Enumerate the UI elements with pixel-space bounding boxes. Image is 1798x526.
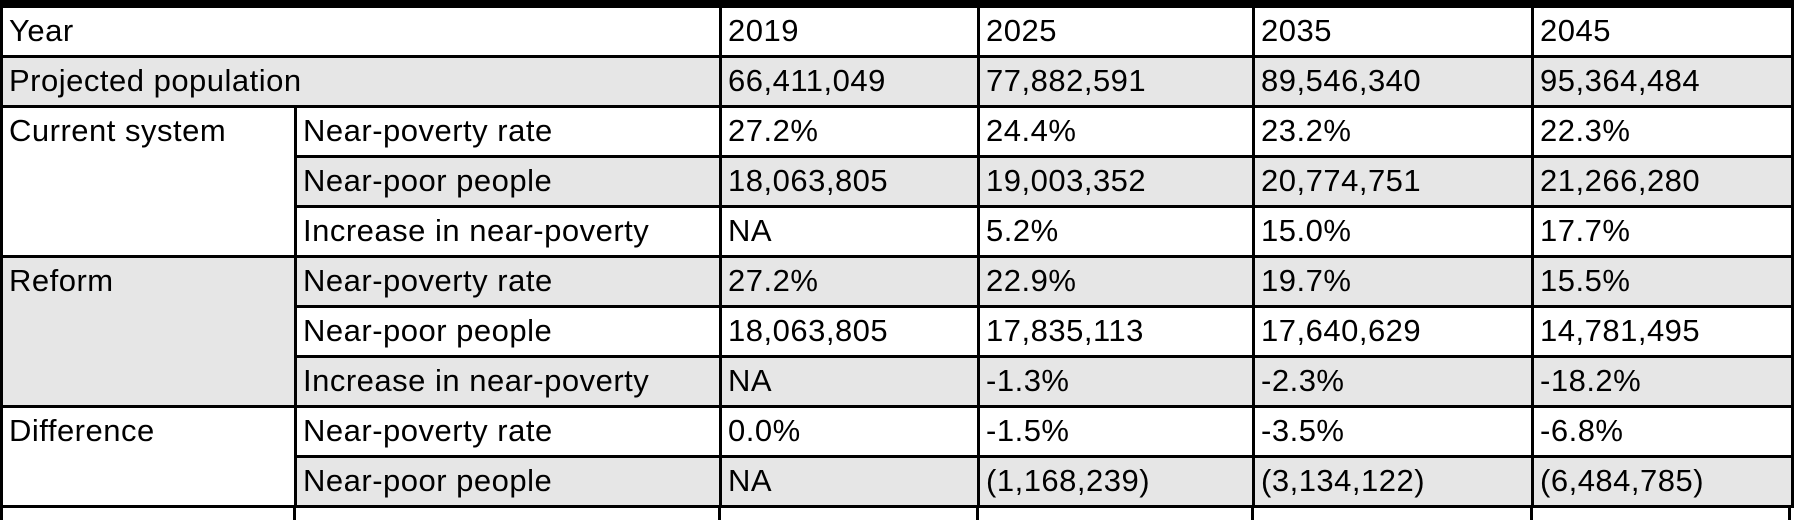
row-label-cell: Near-poverty rate [293,405,723,458]
section-label-current-system: Current system [0,105,297,258]
column-header-2019: 2019 [719,0,981,58]
section-label-difference: Difference [0,405,297,508]
table-row-reform-rate: Reform Near-poverty rate 27.2% 22.9% 19.… [0,255,1795,408]
table-row-difference-people: Near-poor people NA (1,168,239) (3,134,1… [2,455,1795,508]
row-label-cell: Increase in near-poverty [293,355,723,408]
value-cell: 89,546,340 [1252,55,1535,108]
row-label-cell: Near-poor people [293,155,723,208]
value-cell: 22.9% [977,255,1256,308]
value-cell: 0.0% [719,405,981,458]
row-label-cell: Near-poverty rate [293,255,723,308]
column-header-2025: 2025 [977,0,1256,58]
value-cell: (1,168,239) [977,455,1256,508]
value-cell: 95,364,484 [1531,55,1795,108]
value-cell: 21,266,280 [1531,155,1795,208]
table-row-current-rate: Current system Near-poverty rate 27.2% 2… [0,105,1795,258]
value-cell: -6.8% [1531,405,1795,458]
value-cell: (6,484,785) [1531,455,1795,508]
value-cell: -18.2% [1531,355,1795,408]
column-border-stub [1530,508,1533,520]
value-cell: 27.2% [719,105,981,158]
column-header-2045: 2045 [1531,0,1795,58]
value-cell: 17,835,113 [977,305,1256,358]
value-cell: 20,774,751 [1252,155,1535,208]
column-border-stub [718,508,721,520]
row-label-cell: Near-poverty rate [293,105,723,158]
column-border-stub [976,508,979,520]
value-cell: 17.7% [1531,205,1795,258]
row-label-cell: Increase in near-poverty [293,205,723,258]
table-row-reform-people: Near-poor people 18,063,805 17,835,113 1… [2,305,1795,358]
value-cell: -1.5% [977,405,1256,458]
table-row-year-header: Year 2019 2025 2035 2045 [0,0,1795,58]
value-cell: 14,781,495 [1531,305,1795,358]
value-cell: 77,882,591 [977,55,1256,108]
table-row-current-people: Near-poor people 18,063,805 19,003,352 2… [2,155,1795,208]
table-row-current-increase: Increase in near-poverty NA 5.2% 15.0% 1… [2,205,1795,258]
row-label-cell: Projected population [0,55,723,108]
value-cell: -1.3% [977,355,1256,408]
value-cell: 24.4% [977,105,1256,158]
value-cell: 18,063,805 [719,305,981,358]
value-cell: (3,134,122) [1252,455,1535,508]
value-cell: 22.3% [1531,105,1795,158]
value-cell: 15.5% [1531,255,1795,308]
year-header-cell: Year [0,0,723,58]
column-border-stub [293,508,296,520]
poverty-projection-table: Year 2019 2025 2035 2045 Projected popul… [0,0,1795,508]
value-cell: 66,411,049 [719,55,981,108]
column-border-stub [0,508,3,520]
section-label-reform: Reform [0,255,297,408]
value-cell: NA [719,205,981,258]
value-cell: 27.2% [719,255,981,308]
value-cell: -2.3% [1252,355,1535,408]
table-row-reform-increase: Increase in near-poverty NA -1.3% -2.3% … [2,355,1795,408]
value-cell: -3.5% [1252,405,1535,458]
value-cell: 17,640,629 [1252,305,1535,358]
row-label-cell: Near-poor people [293,305,723,358]
row-label-cell: Near-poor people [293,455,723,508]
value-cell: 19,003,352 [977,155,1256,208]
value-cell: NA [719,355,981,408]
column-header-2035: 2035 [1252,0,1535,58]
table-row-difference-rate: Difference Near-poverty rate 0.0% -1.5% … [0,405,1795,508]
value-cell: 15.0% [1252,205,1535,258]
value-cell: 23.2% [1252,105,1535,158]
column-border-stub [1788,508,1791,520]
value-cell: 18,063,805 [719,155,981,208]
value-cell: NA [719,455,981,508]
value-cell: 19.7% [1252,255,1535,308]
column-border-stub [1251,508,1254,520]
value-cell: 5.2% [977,205,1256,258]
table-row-projected-population: Projected population 66,411,049 77,882,5… [0,55,1795,108]
